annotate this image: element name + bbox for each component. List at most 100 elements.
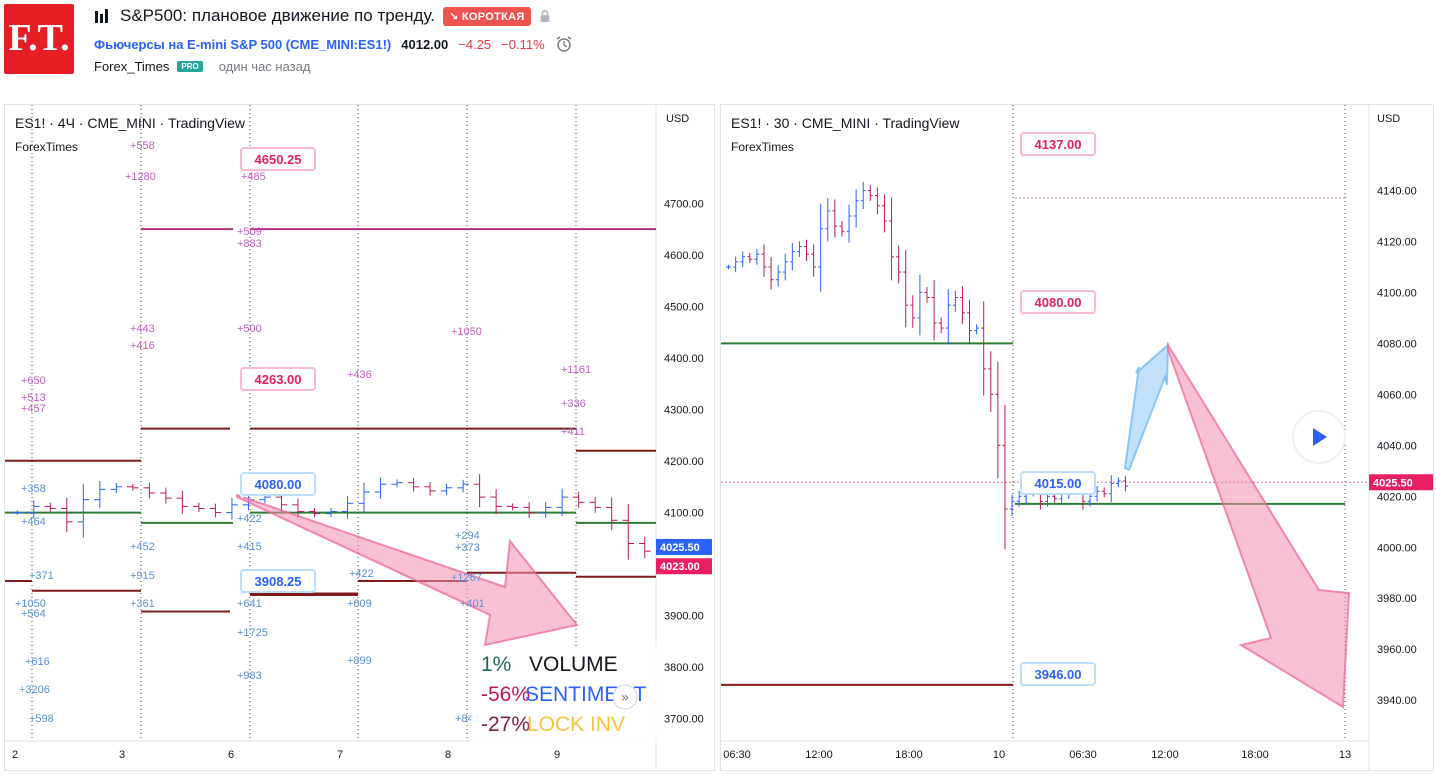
volume-annotation-blue: +899: [347, 655, 372, 667]
volume-annotation-pink: +1161: [561, 364, 591, 376]
volume-annotation-pink: +1050: [451, 326, 482, 338]
volume-annotation-blue: +1050: [15, 598, 46, 610]
volume-annotation-pink: +650: [21, 375, 46, 387]
chart-30m-title: ES1! · 30 · CME_MINI · TradingView: [731, 115, 960, 131]
fast-forward-circle: [612, 684, 638, 710]
x-tick-label: 6: [228, 749, 234, 761]
idea-title-row: S&P500: плановое движение по тренду. ↘ К…: [94, 6, 551, 26]
overlay-pct: -56%: [481, 683, 530, 706]
author-row: Forex_Times PRO один час назад: [94, 59, 310, 74]
fast-forward-icon: »: [621, 690, 630, 706]
price-callout: 3908.25: [239, 569, 316, 596]
callout-box: [1020, 132, 1096, 156]
symbol-row: Фьючерсы на E-mini S&P 500 (CME_MINI:ES1…: [94, 35, 573, 53]
volume-annotation-blue: +598: [29, 713, 54, 725]
x-tick-label: 7: [337, 749, 343, 761]
logo-text: F.T.: [8, 17, 69, 59]
callout-box: [240, 569, 316, 593]
overlay-label: VOLUME: [529, 653, 618, 676]
volume-annotation-blue: +564: [21, 608, 46, 620]
volume-annotation-blue: +983: [237, 670, 262, 682]
callout-box: [240, 472, 316, 496]
callout-label: 4650.25: [255, 152, 302, 167]
price-change: −4.25: [458, 36, 492, 52]
callout-box: [1020, 471, 1096, 495]
x-tick-label: 10: [993, 749, 1005, 761]
chart-panel-4h[interactable]: 4700.00 4600.00 4500.00 4400.00 4300.00 4200.…: [4, 104, 715, 771]
volume-annotation-blue: +358: [21, 483, 46, 495]
volume-annotation-blue: +294: [455, 530, 480, 542]
y-tick-label: 4040.00: [1377, 440, 1417, 452]
idea-header: F.T. S&P500: плановое движение по тренду…: [0, 0, 1436, 100]
volume-annotation-pink: +500: [237, 323, 262, 335]
y-tick-label: 4120.00: [1377, 236, 1417, 248]
play-icon: [1313, 428, 1327, 446]
price-callout: 4263.00: [239, 367, 316, 394]
price-change-pct: −0.11%: [501, 36, 545, 52]
y-tick-label: 4700.00: [664, 198, 704, 210]
y-tick-label: 4000.00: [1377, 542, 1417, 554]
y-tick-label: 4600.00: [664, 250, 704, 262]
fast-forward-button[interactable]: »: [612, 684, 638, 710]
lock-icon: [540, 10, 549, 22]
y-tick-label: 4400.00: [664, 353, 704, 365]
x-tick-label: 3: [119, 749, 125, 761]
volume-annotation-blue: +361: [130, 598, 155, 610]
volume-annotation-pink: +411: [561, 426, 585, 438]
chart-4h-svg[interactable]: 4700.00 4600.00 4500.00 4400.00 4300.00 4200.…: [5, 105, 714, 770]
y-tick-label: 3800.00: [664, 662, 704, 674]
x-tick-label: 18:00: [895, 749, 923, 761]
sentiment-overlay: 1% VOLUME-56%SENTIMENT-27%LOCK INV: [471, 647, 661, 742]
price-callout: 3946.00: [1019, 662, 1096, 689]
x-tick-label: 9: [554, 749, 560, 761]
y-tick-label: 4100.00: [664, 508, 704, 520]
author-name[interactable]: Forex_Times: [94, 59, 170, 74]
brand-logo[interactable]: F.T.: [4, 4, 74, 74]
volume-annotation-blue: +415: [237, 541, 262, 553]
volume-annotation-pink: +457: [21, 403, 46, 415]
price-callout: 4015.00: [1019, 471, 1096, 498]
chart-30m-svg[interactable]: 4140.00 4120.00 4100.00 4080.00 4060.00 4040.…: [721, 105, 1433, 770]
callout-label: 4080.00: [1035, 295, 1082, 310]
price-tag: [656, 538, 712, 555]
callout-label: 4015.00: [1035, 476, 1082, 491]
y-tick-label: 4060.00: [1377, 389, 1417, 401]
volume-annotation-blue: +1267: [451, 572, 482, 584]
bearish-arrow-pink: [236, 493, 579, 647]
pro-badge: PRO: [177, 61, 203, 72]
idea-title: S&P500: плановое движение по тренду.: [120, 6, 435, 25]
price-tag-label: 4025.50: [660, 542, 700, 554]
chart-4h-currency: USD: [666, 113, 690, 125]
price-tag-label: 4025.50: [1373, 477, 1413, 489]
callout-label: 3908.25: [255, 574, 302, 589]
x-tick-label: 8: [445, 749, 451, 761]
volume-annotation-blue: +641: [237, 598, 262, 610]
symbol-link[interactable]: Фьючерсы на E-mini S&P 500 (CME_MINI:ES1…: [94, 36, 392, 52]
volume-annotation-blue: +401: [460, 598, 485, 610]
price-tag-label: 4023.00: [660, 561, 700, 573]
callout-box: [1020, 662, 1096, 686]
price-tag: [1369, 474, 1433, 491]
y-tick-label: 3940.00: [1377, 695, 1417, 707]
y-tick-label: 4500.00: [664, 301, 704, 313]
y-tick-label: 3900.00: [664, 611, 704, 623]
x-tick-label: 06:30: [1069, 749, 1097, 761]
price-tag: [656, 558, 712, 575]
y-tick-label: 3980.00: [1377, 593, 1417, 605]
volume-annotation-blue: +616: [25, 656, 50, 668]
volume-annotation-blue: +422: [349, 568, 374, 580]
volume-annotation-blue: +915: [130, 570, 155, 582]
volume-annotation-pink: +485: [241, 171, 266, 183]
volume-annotation-pink: +416: [130, 340, 155, 352]
y-tick-label: 4140.00: [1377, 185, 1417, 197]
x-tick-label: 2: [12, 749, 18, 761]
price-callout: 4080.00: [239, 472, 316, 499]
play-button[interactable]: [1292, 410, 1346, 464]
volume-annotation-blue: +609: [347, 598, 372, 610]
volume-annotation-blue: +422: [237, 513, 262, 525]
alarm-clock-icon[interactable]: [555, 35, 573, 53]
volume-annotation-blue: +464: [21, 516, 46, 528]
chart-panel-30m[interactable]: 4140.00 4120.00 4100.00 4080.00 4060.00 4040.…: [720, 104, 1434, 771]
chart-30m-watermark: ForexTimes: [731, 140, 794, 154]
bearish-arrow-pink: [1167, 341, 1351, 709]
